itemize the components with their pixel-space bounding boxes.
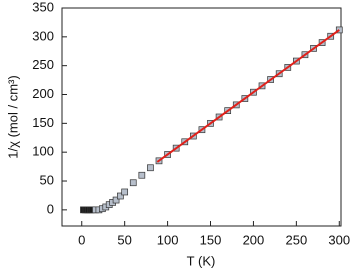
plot-frame [61,7,342,227]
y-tick-label: 50 [40,172,54,187]
x-tick-label: 50 [117,232,131,247]
y-axis-label: 1/χ (mol / cm³) [5,75,20,158]
x-tick-label: 0 [78,232,85,247]
data-point [129,179,137,187]
y-tick-label: 100 [32,144,54,159]
y-tick-label: 350 [32,0,54,14]
data-point [117,192,124,200]
x-tick-label: 100 [157,232,179,247]
y-tick-label: 200 [32,86,54,101]
x-tick-label: 150 [200,232,222,247]
x-tick-label: 200 [243,232,265,247]
y-tick-label: 0 [47,201,54,216]
y-tick-label: 250 [32,57,54,72]
data-point [147,164,154,172]
data-point [121,188,129,196]
y-tick-label: 300 [32,28,54,43]
data-point [138,171,146,179]
fit-line [156,29,340,163]
y-tick-label: 150 [32,115,54,130]
x-tick-label: 300 [328,232,350,247]
data-point [112,196,120,204]
x-axis-label: T (K) [187,253,216,268]
x-tick-label: 250 [286,232,308,247]
